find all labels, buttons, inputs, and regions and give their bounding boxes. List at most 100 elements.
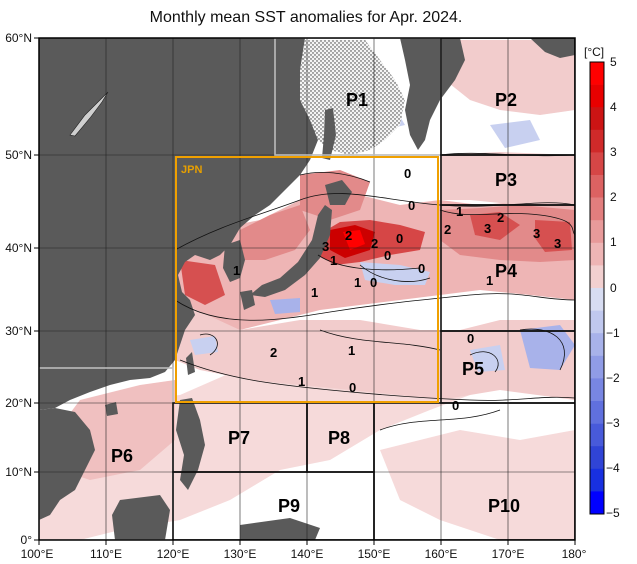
- contour-label: 1: [298, 374, 305, 389]
- colorbar-cell: [590, 220, 604, 244]
- contour-label: 0: [408, 198, 415, 213]
- contour-label: 0: [418, 261, 425, 276]
- contour-label: 0: [467, 331, 474, 346]
- lon-tick-label: 160°E: [425, 547, 458, 561]
- contour-label: 2: [270, 345, 277, 360]
- colorbar-tick-label: 4: [610, 100, 617, 114]
- contour-value-labels: 0 0 1 2 3 2 1 2 3 3 0 1 1 0 1 2 1 0 0 0 …: [233, 166, 561, 413]
- lake-baikal: [69, 91, 109, 137]
- contour-label: 0: [396, 231, 403, 246]
- contour-label: 0: [384, 248, 391, 263]
- axis-ticks: [34, 37, 576, 545]
- anomaly-patch: [343, 230, 365, 250]
- lon-tick-label: 130°E: [224, 547, 257, 561]
- contour-label: 1: [311, 285, 318, 300]
- region-label-p2: P2: [495, 90, 517, 110]
- colorbar-tick-label: −4: [606, 461, 620, 475]
- colorbar-cell: [590, 446, 604, 470]
- colorbar-tick-label: −2: [606, 371, 620, 385]
- region-label-p4: P4: [495, 261, 517, 281]
- colorbar-cell: [590, 197, 604, 221]
- land-sakhalin: [322, 108, 336, 160]
- land-new-guinea: [240, 518, 320, 540]
- colorbar-cell: [590, 288, 604, 311]
- land-korea: [223, 240, 245, 282]
- contour-label: 3: [554, 236, 561, 251]
- colorbar-cell: [590, 175, 604, 198]
- region-labels: P1 P2 P3 P4 P5 P6 P7 P8 P9 P10: [111, 90, 520, 516]
- contour-label: 0: [370, 275, 377, 290]
- anomaly-patch: [180, 260, 225, 305]
- colorbar-cell: [590, 333, 604, 357]
- contour-label: 3: [533, 226, 540, 241]
- land-borneo: [112, 495, 170, 540]
- lon-tick-labels: 100°E 110°E 120°E 130°E 140°E 150°E 160°…: [21, 547, 587, 561]
- lat-tick-label: 50°N: [5, 148, 32, 162]
- map-title: Monthly mean SST anomalies for Apr. 2024…: [149, 9, 463, 26]
- colorbar-cell: [590, 62, 604, 85]
- anomaly-patch: [440, 40, 575, 115]
- region-label-p3: P3: [495, 170, 517, 190]
- colorbar-tick-labels: 5 4 3 2 1 0 −1 −2 −3 −4 −5: [606, 55, 620, 520]
- contour-label: 1: [456, 204, 463, 219]
- region-box-p10: [373, 402, 575, 540]
- lat-tick-label: 40°N: [5, 241, 32, 255]
- colorbar-cells: [590, 62, 604, 515]
- contour-label: 2: [444, 222, 451, 237]
- colorbar-cell: [590, 265, 604, 289]
- land-philippines: [176, 398, 205, 490]
- anomaly-patch: [490, 120, 540, 148]
- colorbar-cell: [590, 129, 604, 153]
- colorbar-cell: [590, 355, 604, 379]
- land-indochina: [39, 408, 95, 520]
- anomaly-shading: [39, 40, 575, 540]
- land-alaska: [530, 38, 575, 58]
- lat-tick-label: 0°: [21, 533, 33, 547]
- colorbar-cell: [590, 242, 604, 266]
- region-label-p9: P9: [278, 496, 300, 516]
- colorbar-tick-label: −3: [606, 416, 620, 430]
- land-hokkaido: [325, 180, 352, 205]
- lon-tick-label: 100°E: [21, 547, 54, 561]
- anomaly-patch: [470, 212, 520, 240]
- colorbar-tick-label: −5: [606, 506, 620, 520]
- contour-label: 2: [497, 210, 504, 225]
- contour-label: 1: [233, 263, 240, 278]
- lat-tick-label: 10°N: [5, 465, 32, 479]
- contour-label: 1: [486, 273, 493, 288]
- contour-label: 1: [330, 253, 337, 268]
- colorbar-tick-label: 0: [610, 281, 617, 295]
- colorbar: [°C] 5 4 3 2 1 0 −1 −2 −3 −4 −5: [584, 45, 620, 520]
- anomaly-patch: [270, 298, 300, 314]
- anomaly-patch: [240, 205, 310, 260]
- colorbar-tick-label: 1: [610, 235, 617, 249]
- anomaly-contours: [174, 152, 575, 431]
- land-honshu: [250, 205, 332, 297]
- colorbar-cell: [590, 468, 604, 492]
- contour-label: 0: [349, 380, 356, 395]
- lat-tick-label: 20°N: [5, 396, 32, 410]
- land-asia: [39, 38, 318, 410]
- lon-tick-label: 120°E: [157, 547, 190, 561]
- region-label-p8: P8: [328, 428, 350, 448]
- region-label-p7: P7: [228, 428, 250, 448]
- colorbar-cell: [590, 491, 604, 515]
- lon-tick-label: 110°E: [90, 547, 122, 561]
- jpn-box-label: JPN: [181, 164, 202, 176]
- contour-label: 3: [322, 239, 329, 254]
- colorbar-tick-label: 5: [610, 55, 617, 69]
- lat-tick-labels: 60°N 50°N 40°N 30°N 20°N 10°N 0°: [5, 31, 32, 547]
- region-label-p5: P5: [462, 359, 484, 379]
- anomaly-patch: [380, 430, 575, 540]
- colorbar-tick-label: 3: [610, 145, 617, 159]
- contour-label: 1: [348, 343, 355, 358]
- lon-tick-label: 150°E: [358, 547, 391, 561]
- colorbar-cell: [590, 423, 604, 447]
- anomaly-patch: [360, 262, 430, 285]
- anomaly-patch: [175, 300, 575, 400]
- colorbar-cell: [590, 107, 604, 131]
- lat-tick-label: 30°N: [5, 324, 32, 338]
- region-label-p6: P6: [111, 446, 133, 466]
- lon-tick-label: 140°E: [291, 547, 324, 561]
